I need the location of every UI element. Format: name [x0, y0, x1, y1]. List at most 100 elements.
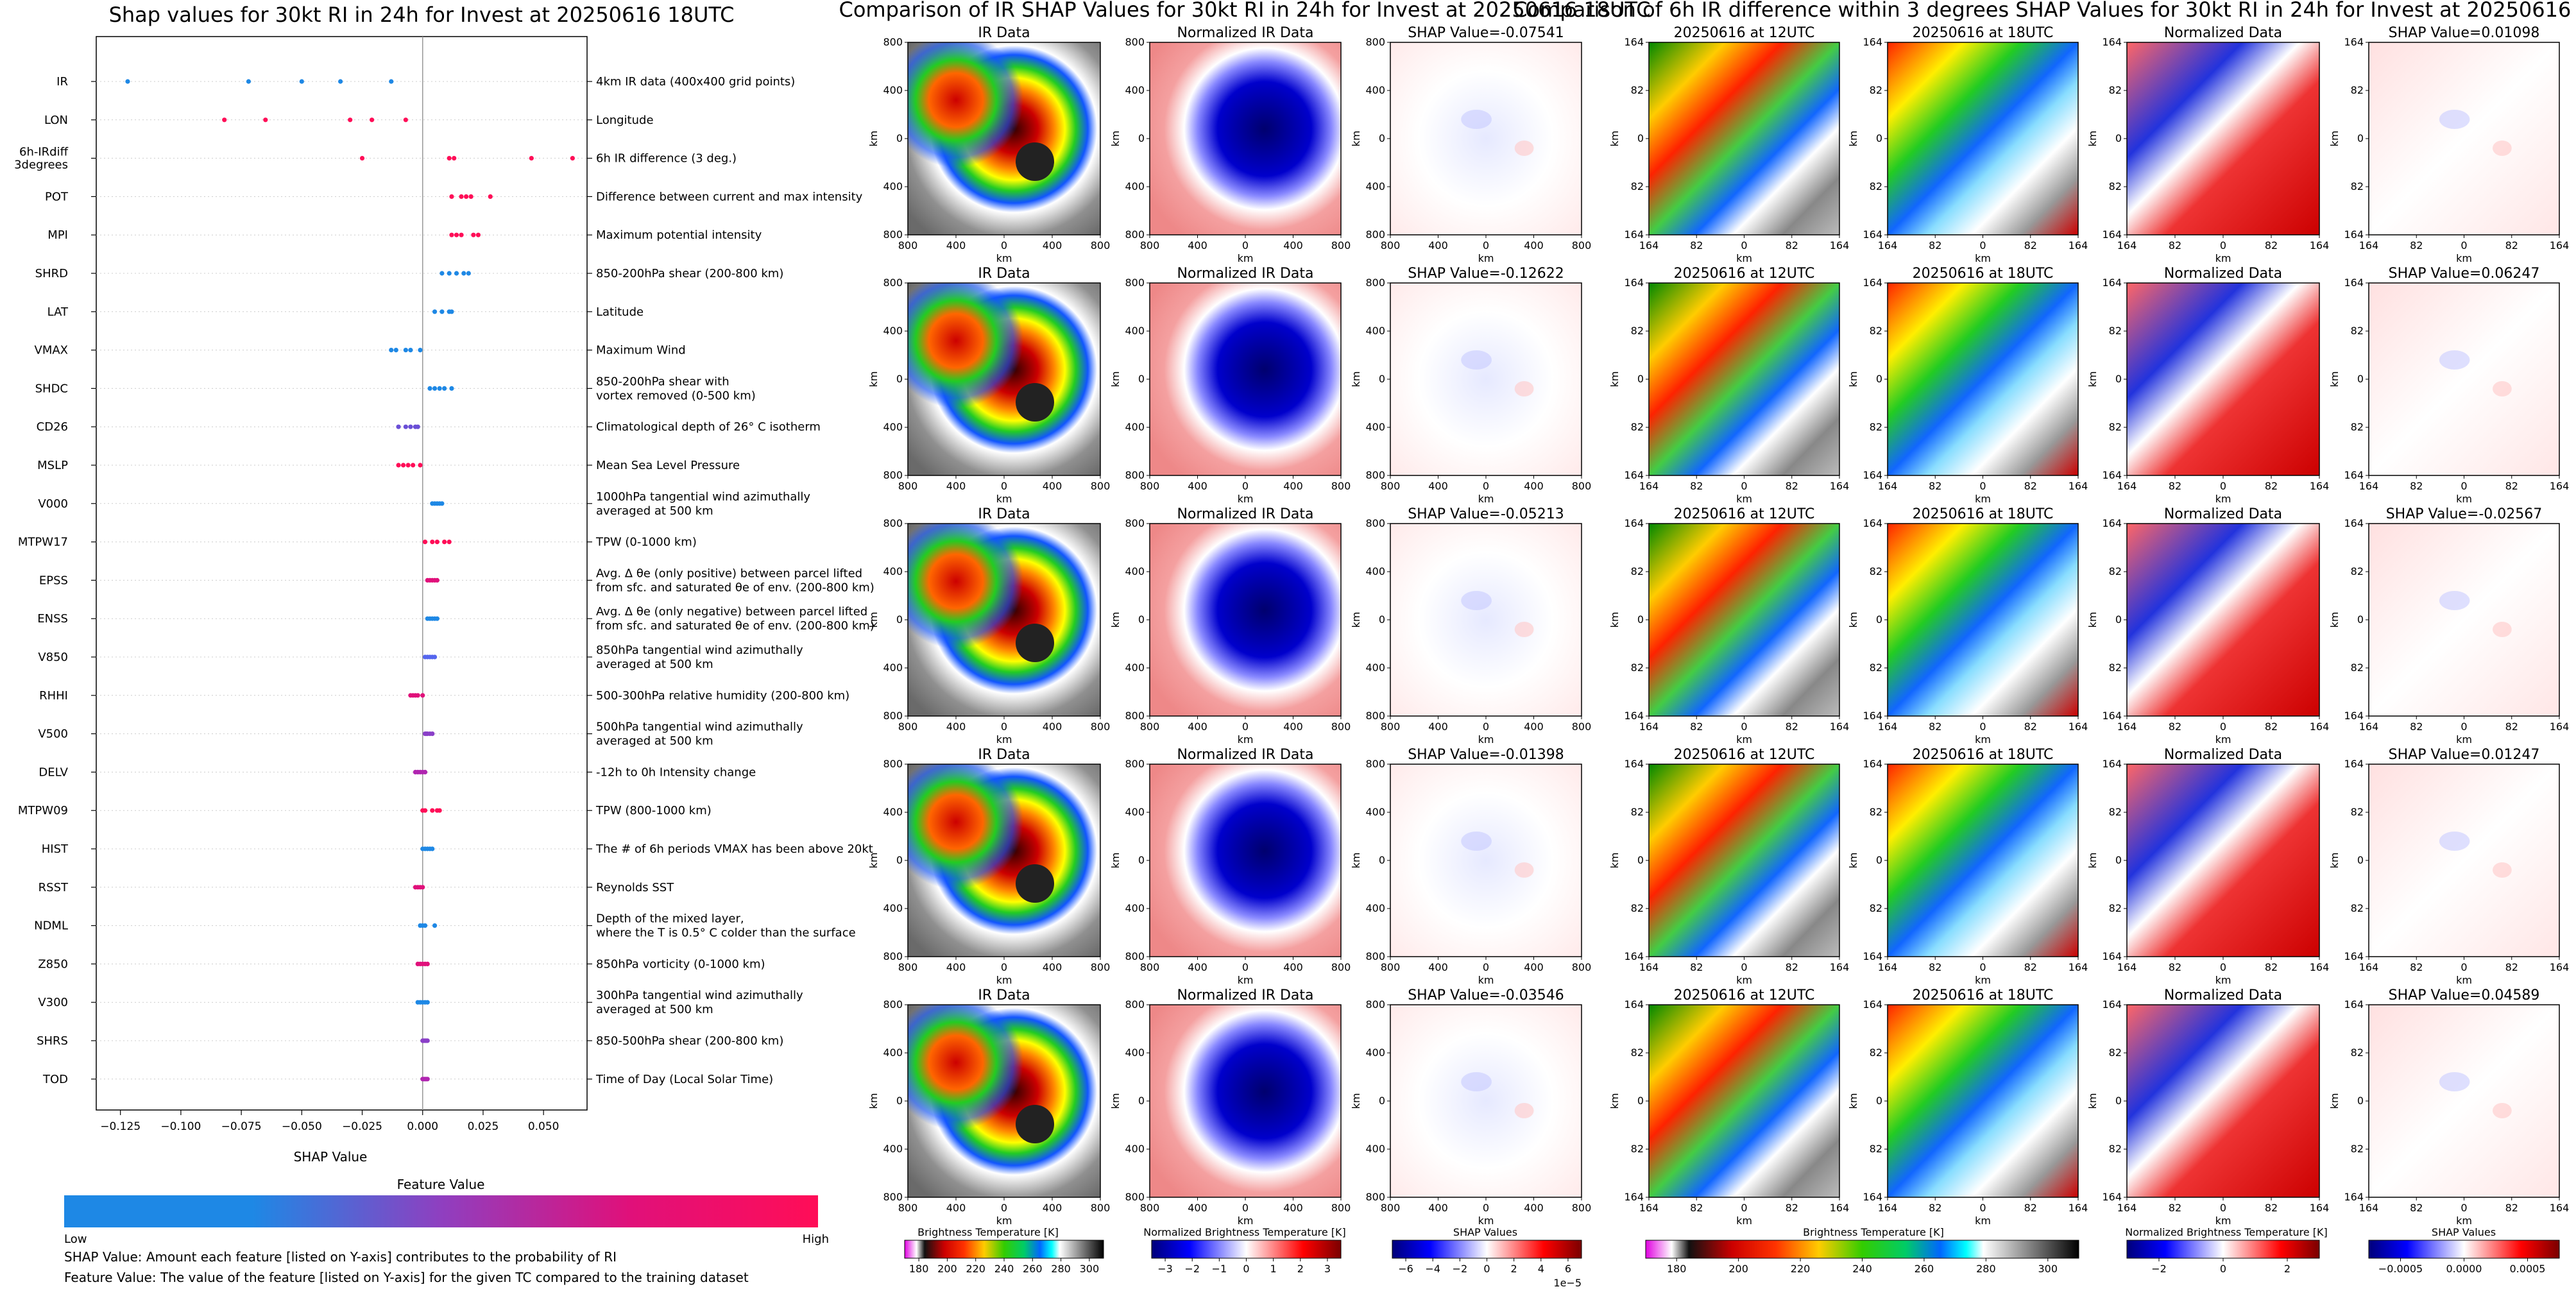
- y-tick-label: 400: [1125, 325, 1145, 337]
- y-tick-label: 400: [1365, 1046, 1385, 1059]
- shap-point: [437, 808, 442, 813]
- x-tick-label: 0: [1001, 239, 1007, 252]
- x-tick-label: 82: [2169, 239, 2181, 252]
- shap-point: [449, 194, 454, 199]
- y-tick-label: 164: [2102, 277, 2122, 289]
- shap-point: [463, 194, 469, 199]
- x-tick-label: 400: [1524, 480, 1544, 492]
- y-tick-label: 0: [1379, 613, 1385, 626]
- shap-point: [389, 79, 394, 84]
- diff-cb2-label: Normalized Brightness Temperature [K]: [2125, 1226, 2328, 1238]
- colorbar-tick-label: 240: [994, 1263, 1014, 1275]
- x-tick-label: 164: [2359, 721, 2379, 733]
- y-axis-label: km: [2328, 1093, 2341, 1109]
- x-tick-label: 800: [1381, 961, 1401, 973]
- feature-description: Climatological depth of 26° C isotherm: [596, 420, 821, 434]
- x-tick-label: 164: [2550, 721, 2570, 733]
- y-tick-label: 164: [1863, 228, 1882, 241]
- y-tick-label: 82: [2351, 84, 2364, 96]
- y-tick-label: 82: [2351, 902, 2364, 914]
- ir-panel: Comparison of IR SHAP Values for 30kt RI…: [839, 0, 1650, 1289]
- x-tick-label: 164: [2310, 961, 2330, 973]
- y-tick-label: 82: [2351, 421, 2364, 433]
- x-axis-label: km: [1238, 1215, 1254, 1227]
- y-tick-label: 164: [2102, 228, 2122, 241]
- feature-description: Depth of the mixed layer, where the T is …: [596, 912, 856, 940]
- x-tick-label: 800: [1091, 721, 1111, 733]
- x-tick-label: 82: [2169, 480, 2181, 492]
- ir-colorbars: Brightness Temperature [K] 180 200 220 240 2…: [904, 1226, 1582, 1289]
- x-tick-label: 82: [2410, 480, 2423, 492]
- feature-label: LON: [44, 114, 68, 127]
- feature-row-cd26: CD26 Climatological depth of 26° C isothe…: [37, 420, 821, 434]
- y-tick-label: 82: [2351, 565, 2364, 577]
- x-tick-label: 400: [1283, 239, 1303, 252]
- x-tick-label: 82: [2024, 239, 2037, 252]
- x-tick-label: 82: [1690, 721, 1703, 733]
- shap-diff-title: SHAP Value=-0.02567: [2386, 506, 2543, 522]
- x-tick-label: 82: [2505, 1202, 2518, 1214]
- y-axis-label: km: [2086, 131, 2099, 147]
- y-tick-label: 164: [2344, 710, 2364, 722]
- y-tick-label: 800: [1125, 710, 1145, 722]
- shap-point: [449, 386, 454, 391]
- feature-label: RSST: [38, 881, 69, 894]
- legend-title: Feature Value: [397, 1177, 485, 1192]
- y-tick-label: 82: [1631, 1046, 1644, 1059]
- feature-description: 4km IR data (400x400 grid points): [596, 75, 795, 89]
- colorbar-tick-label: 280: [1976, 1263, 1996, 1275]
- y-tick-label: 800: [1125, 469, 1145, 481]
- y-axis-label: km: [867, 1093, 880, 1109]
- x-axis-label: km: [996, 974, 1012, 986]
- x-tick-label: 400: [1043, 1202, 1062, 1214]
- y-tick-label: 800: [1365, 517, 1385, 529]
- y-tick-label: 164: [1863, 710, 1882, 722]
- y-tick-label: 400: [1125, 84, 1145, 96]
- x-tick-label: 164: [2359, 480, 2379, 492]
- x-tick-label: 0: [1001, 961, 1007, 973]
- y-tick-label: 800: [883, 950, 903, 962]
- x-tick-label: 82: [2169, 1202, 2181, 1214]
- feature-row-ndml: NDML Depth of the mixed layer, where the T…: [34, 912, 856, 940]
- norm-ir-title: Normalized IR Data: [1177, 747, 1313, 763]
- diff-18-title: 20250616 at 18UTC: [1913, 266, 2054, 282]
- y-axis-label: km: [1350, 612, 1362, 628]
- x-tick-label: 164: [2068, 961, 2088, 973]
- shap-point: [389, 348, 394, 353]
- y-tick-label: 400: [1365, 421, 1385, 433]
- x-tick-label: 164: [2068, 1202, 2088, 1214]
- feature-row-ir: IR 4km IR data (400x400 grid points): [56, 75, 795, 89]
- y-tick-label: 164: [2344, 517, 2364, 529]
- x-axis-label: km: [2456, 1215, 2472, 1227]
- diff-cb1: [1645, 1240, 2079, 1259]
- x-tick-label: 164: [2068, 721, 2088, 733]
- x-tick-label: 400: [946, 239, 966, 252]
- y-tick-label: 164: [1624, 998, 1644, 1011]
- diff-panel: Comparison of 6h IR difference within 3 …: [1513, 0, 2576, 1275]
- y-tick-label: 82: [2109, 84, 2122, 96]
- ir-data-title: IR Data: [978, 25, 1030, 41]
- shap-point: [432, 654, 438, 660]
- shap-point: [447, 540, 452, 545]
- y-tick-label: 82: [1870, 806, 1882, 818]
- y-tick-label: 82: [1870, 902, 1882, 914]
- x-axis-label: km: [1975, 252, 1991, 264]
- colorbar-tick-label: 300: [2038, 1263, 2058, 1275]
- feature-label: SHRS: [37, 1034, 68, 1048]
- y-axis-label: km: [1847, 131, 1859, 147]
- y-tick-label: 164: [1624, 758, 1644, 770]
- feature-label: MTPW17: [18, 536, 68, 549]
